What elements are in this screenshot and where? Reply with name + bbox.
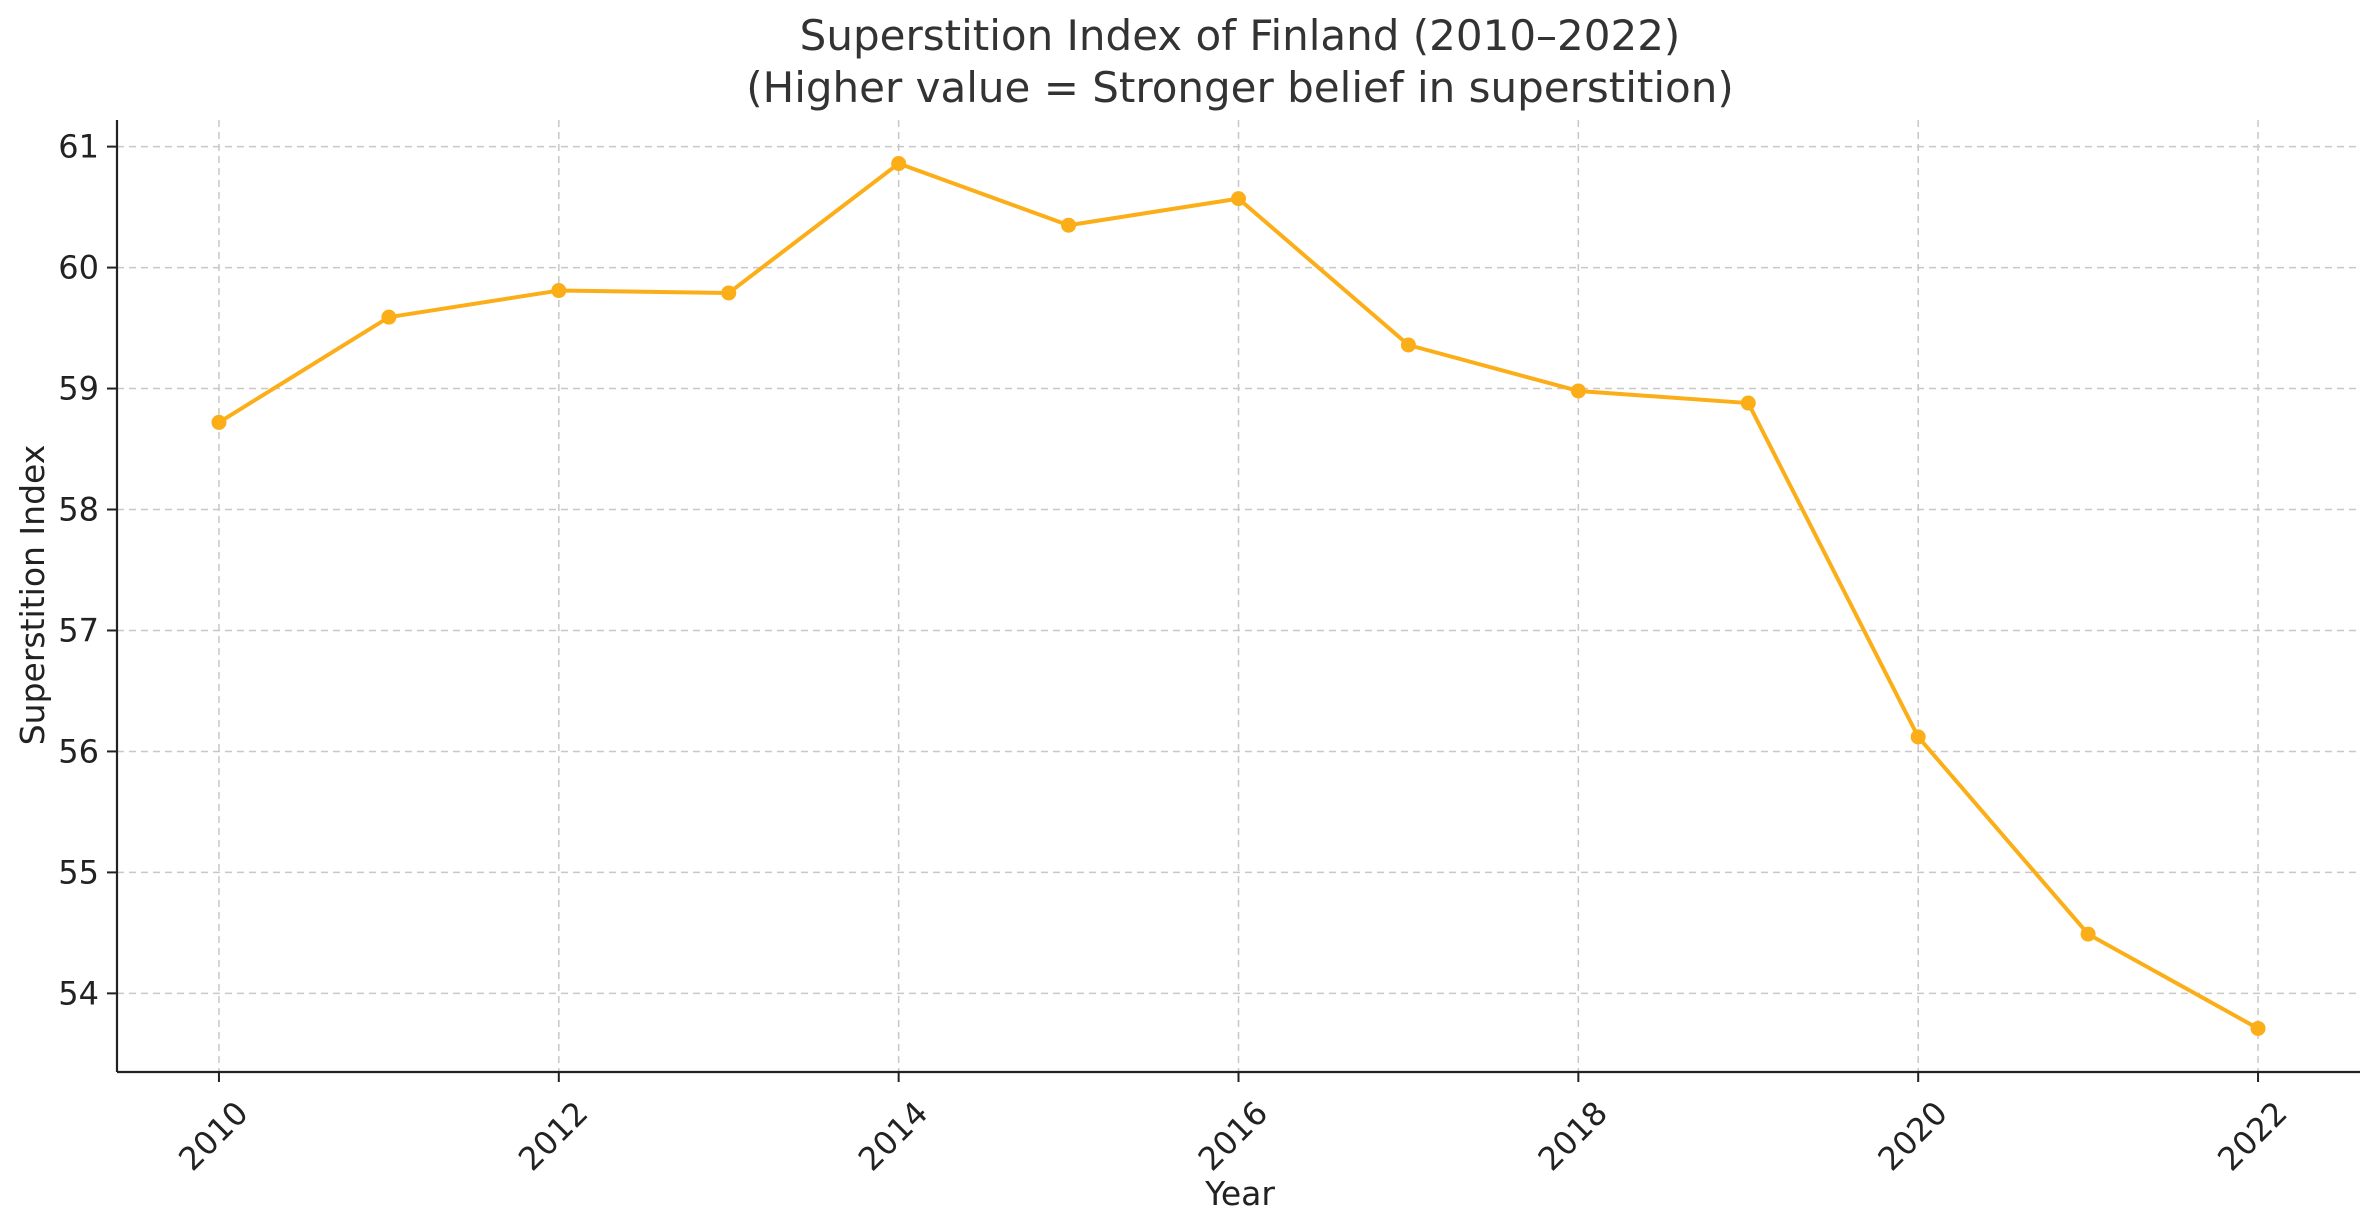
x-axis-label: Year (1204, 1174, 1275, 1213)
data-point (1740, 395, 1756, 411)
data-point (1061, 217, 1077, 233)
y-tick-label: 54 (58, 974, 99, 1012)
grid (117, 120, 2360, 1072)
x-tick-label: 2010 (171, 1094, 255, 1178)
x-tick-label: 2018 (1531, 1094, 1615, 1178)
y-axis-label: Superstition Index (13, 445, 52, 746)
x-tick-label: 2014 (851, 1094, 935, 1178)
data-point (1400, 337, 1416, 353)
series-layer (211, 156, 2266, 1036)
x-tick-label: 2020 (1870, 1094, 1954, 1178)
tick-labels: 54 55 56 57 58 59 60 61 2010 2012 2014 2016 2018 2020… (58, 128, 2294, 1179)
data-point (2080, 926, 2096, 942)
data-point (1570, 383, 1586, 399)
x-tick-label: 2012 (511, 1094, 595, 1178)
chart-title: Superstition Index of Finland (2010–2022… (800, 11, 1681, 60)
data-point (891, 156, 907, 172)
chart-subtitle: (Higher value = Stronger belief in super… (746, 63, 1733, 112)
data-point (551, 283, 567, 299)
data-point (381, 309, 397, 325)
data-point (1910, 729, 1926, 745)
y-tick-label: 58 (58, 491, 99, 529)
data-point (721, 285, 737, 301)
y-tick-label: 57 (58, 611, 99, 649)
y-tick-label: 55 (58, 853, 99, 891)
y-tick-label: 56 (58, 732, 99, 770)
y-tick-label: 60 (58, 249, 99, 287)
y-tick-label: 59 (58, 370, 99, 408)
x-tick-label: 2016 (1191, 1094, 1275, 1178)
data-point (2250, 1020, 2266, 1036)
data-point (211, 414, 227, 430)
y-tick-label: 61 (58, 128, 99, 166)
data-point (1231, 191, 1246, 207)
x-tick-label: 2022 (2210, 1094, 2294, 1178)
